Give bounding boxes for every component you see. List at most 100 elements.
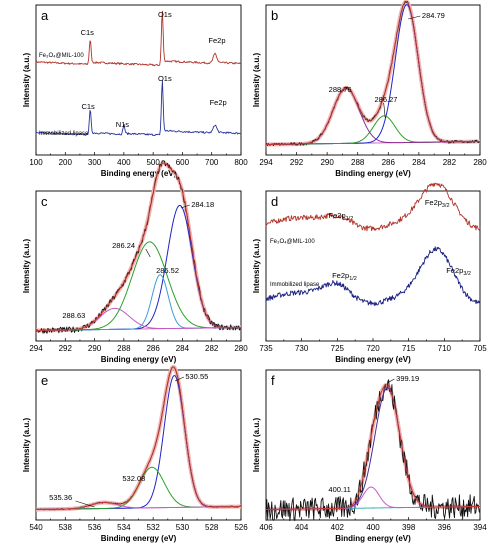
x-tick-label: 286 [146,344,160,353]
fit-envelope-line [265,1,481,145]
x-tick-label: 406 [259,523,273,532]
leader-line [408,15,421,20]
peak-label: 284.18 [191,200,214,209]
peak-label-fe2p-half: Fe2p1/2 [329,211,354,222]
x-tick-label: 710 [438,344,452,353]
peak-label-fe2p: Fe2p [210,98,227,107]
chart-panel-a: 100 200 300 400 500 600 700 800 Binding energy (… [22,4,248,178]
leader-line [174,376,185,382]
x-axis-title: Binding energy (eV) [101,169,177,178]
peak-label: 286.24 [112,241,135,250]
panel-frame [265,4,481,156]
x-tick-label: 294 [29,344,43,353]
series-label-lipase: Immobilized lipase [270,282,320,288]
x-tick-label: 284 [412,158,426,167]
peak-label-o1s: O1s [158,10,172,19]
series-label-lipase: Immobilized lipase [39,131,89,137]
x-tick-label: 600 [176,158,190,167]
panel-letter: a [41,8,49,23]
peak-label-c1s: C1s [81,28,95,37]
x-tick-label: 715 [402,344,416,353]
x-tick-label: 292 [290,158,304,167]
x-axis-title: Binding energy (eV) [335,355,411,364]
fit-envelope-band [34,161,243,333]
x-tick-label: 292 [59,344,73,353]
x-tick-label: 705 [473,344,487,353]
y-axis-title: Intensity (a.u.) [22,239,31,294]
peak-label-o1s: O1s [158,74,172,83]
x-tick-label: 394 [473,523,487,532]
series-line [265,246,481,306]
peak-label: 288.76 [329,85,352,94]
x-tick-label: 534 [117,523,131,532]
peak-label: 288.63 [62,311,85,320]
series-label-fe3o4: Fe₃O₄@MIL-100 [270,239,315,245]
x-tick-label: 280 [234,344,248,353]
fit-envelope-line [265,384,481,510]
leader-line [180,204,190,209]
component-line [265,4,481,145]
fit-envelope-line [35,366,242,510]
series-line [35,80,242,137]
x-axis-title: Binding energy (eV) [101,355,177,364]
x-tick-label: 700 [205,158,219,167]
x-tick-label: 288 [117,344,131,353]
peak-label-fe2p-three-halves: Fe2p3/2 [446,266,471,277]
y-axis-title: Intensity (a.u.) [252,239,261,294]
leader-line [145,248,151,258]
x-tick-label: 300 [88,158,102,167]
x-axis-title: Binding energy (eV) [335,169,411,178]
x-tick-label: 402 [331,523,345,532]
peak-label-fe2p: Fe2p [208,36,225,45]
y-axis-title: Intensity (a.u.) [22,418,31,473]
x-tick-label: 528 [205,523,219,532]
component-line [265,387,481,510]
fit-envelope-band [264,0,482,147]
x-tick-label: 530 [176,523,190,532]
chart-panel-d: 735 730 725 720 715 710 705 Binding energy (eV)… [252,182,487,364]
chart-panel-e: 540 538 536 534 532 530 528 526 Binding energy (… [22,364,248,543]
panel-letter: e [41,373,48,388]
leader-line [75,500,95,508]
peak-label-fe2p-three-halves: Fe2p3/2 [425,198,450,209]
peak-label: 284.79 [422,11,445,20]
peak-label-fe2p-half: Fe2p1/2 [332,271,357,282]
panel-letter: d [271,194,278,209]
x-tick-label: 294 [259,158,273,167]
x-tick-label: 735 [259,344,273,353]
peak-label: 532.08 [122,474,145,483]
y-axis-title: Intensity (a.u.) [252,418,261,473]
x-tick-label: 400 [117,158,131,167]
panel-letter: b [271,8,278,23]
x-tick-label: 540 [29,523,43,532]
panel-letter: f [271,373,275,388]
peak-label: 285.52 [156,266,179,275]
x-tick-label: 284 [176,344,190,353]
x-tick-label: 725 [331,344,345,353]
peak-label: 535.36 [49,493,72,502]
x-tick-label: 282 [205,344,219,353]
x-tick-label: 100 [29,158,43,167]
x-tick-label: 720 [366,344,380,353]
peak-label: 286.27 [375,95,398,104]
x-tick-label: 730 [295,344,309,353]
peak-label-n1s: N1s [116,120,130,129]
x-tick-label: 288 [351,158,365,167]
peak-label: 400.11 [328,485,350,494]
x-tick-label: 396 [438,523,452,532]
leader-line [383,102,386,119]
fit-envelope-band [34,364,243,512]
peak-label: 530.55 [185,372,208,381]
chart-panel-c: 294 292 290 288 286 284 282 280 Binding energy (… [22,160,248,364]
x-tick-label: 500 [146,158,160,167]
fit-envelope-line [35,162,242,331]
x-tick-label: 290 [88,344,102,353]
x-tick-label: 400 [366,523,380,532]
chart-panel-b: 294 292 290 288 286 284 282 280 Binding energy (… [252,0,487,178]
x-tick-label: 800 [234,158,248,167]
x-tick-label: 532 [146,523,160,532]
chart-panel-f: 406 404 402 400 398 396 394 Binding energy (eV)… [252,369,487,543]
raw-data-line [265,0,481,147]
x-tick-label: 526 [234,523,248,532]
